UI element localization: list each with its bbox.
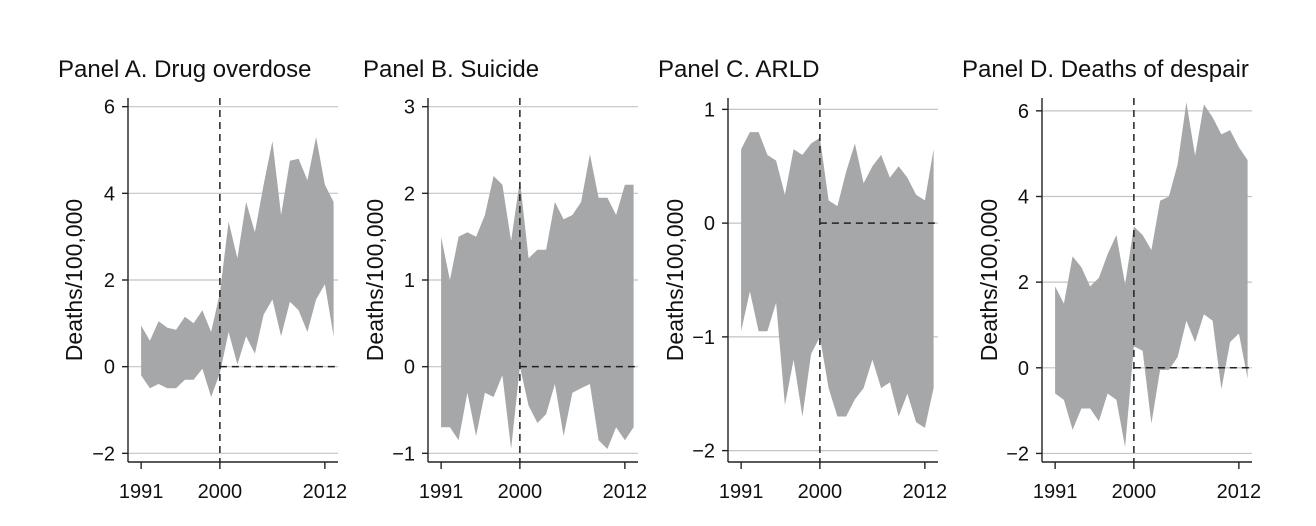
y-tick-label: −1 [392,443,415,465]
y-tick-label: −1 [692,327,715,349]
x-tick-label: 2000 [498,481,543,503]
y-tick-label: −2 [692,441,715,463]
y-tick-label: 2 [404,183,415,205]
panel-3: −2 0 2 4 6 1991 2000 2012 Panel D. Deaths of des… [962,56,1261,503]
panel-0: −2 0 2 4 6 1991 2000 2012 Panel A. Drug overdose… [58,56,347,503]
y-axis-label: Deaths/100,000 [362,199,388,361]
x-tick-label: 1991 [719,481,764,503]
x-tick-label: 2012 [603,481,648,503]
panel-title: Panel B. Suicide [363,56,539,83]
panel-title: Panel A. Drug overdose [58,56,312,83]
y-tick-label: −2 [1006,443,1029,465]
x-tick-label: 1991 [419,481,464,503]
confidence-band [441,154,634,450]
x-tick-label: 2012 [303,481,348,503]
y-tick-label: 1 [704,99,715,121]
y-tick-label: 6 [1018,101,1029,123]
y-tick-label: 2 [104,270,115,292]
y-tick-label: 0 [104,357,115,379]
panel-1: −1 0 1 2 3 1991 2000 2012 Panel B. Suicide Deaths… [362,56,647,503]
y-axis-label: Deaths/100,000 [662,199,688,361]
x-tick-label: 2000 [198,481,243,503]
x-tick-label: 2012 [1217,481,1262,503]
y-tick-label: −2 [92,443,115,465]
confidence-band [141,137,334,397]
y-tick-label: 2 [1018,272,1029,294]
x-tick-label: 2012 [903,481,948,503]
x-tick-label: 1991 [119,481,164,503]
y-axis-label: Deaths/100,000 [976,199,1002,361]
panel-2: −2 −1 0 1 1991 2000 2012 Panel C. ARLD Deaths/10… [658,56,947,503]
y-tick-label: 1 [404,270,415,292]
y-tick-label: 6 [104,97,115,119]
confidence-band [1055,102,1248,448]
y-tick-label: 0 [704,213,715,235]
y-tick-label: 0 [1018,358,1029,380]
x-tick-label: 2000 [1112,481,1157,503]
y-tick-label: 0 [404,357,415,379]
x-tick-label: 2000 [798,481,843,503]
y-tick-label: 4 [104,183,115,205]
panel-title: Panel D. Deaths of despair [962,56,1249,83]
panel-title: Panel C. ARLD [658,56,819,83]
y-axis-label: Deaths/100,000 [61,199,87,361]
y-tick-label: 3 [404,97,415,119]
x-tick-label: 1991 [1033,481,1078,503]
confidence-band [741,132,934,428]
y-tick-label: 4 [1018,186,1029,208]
